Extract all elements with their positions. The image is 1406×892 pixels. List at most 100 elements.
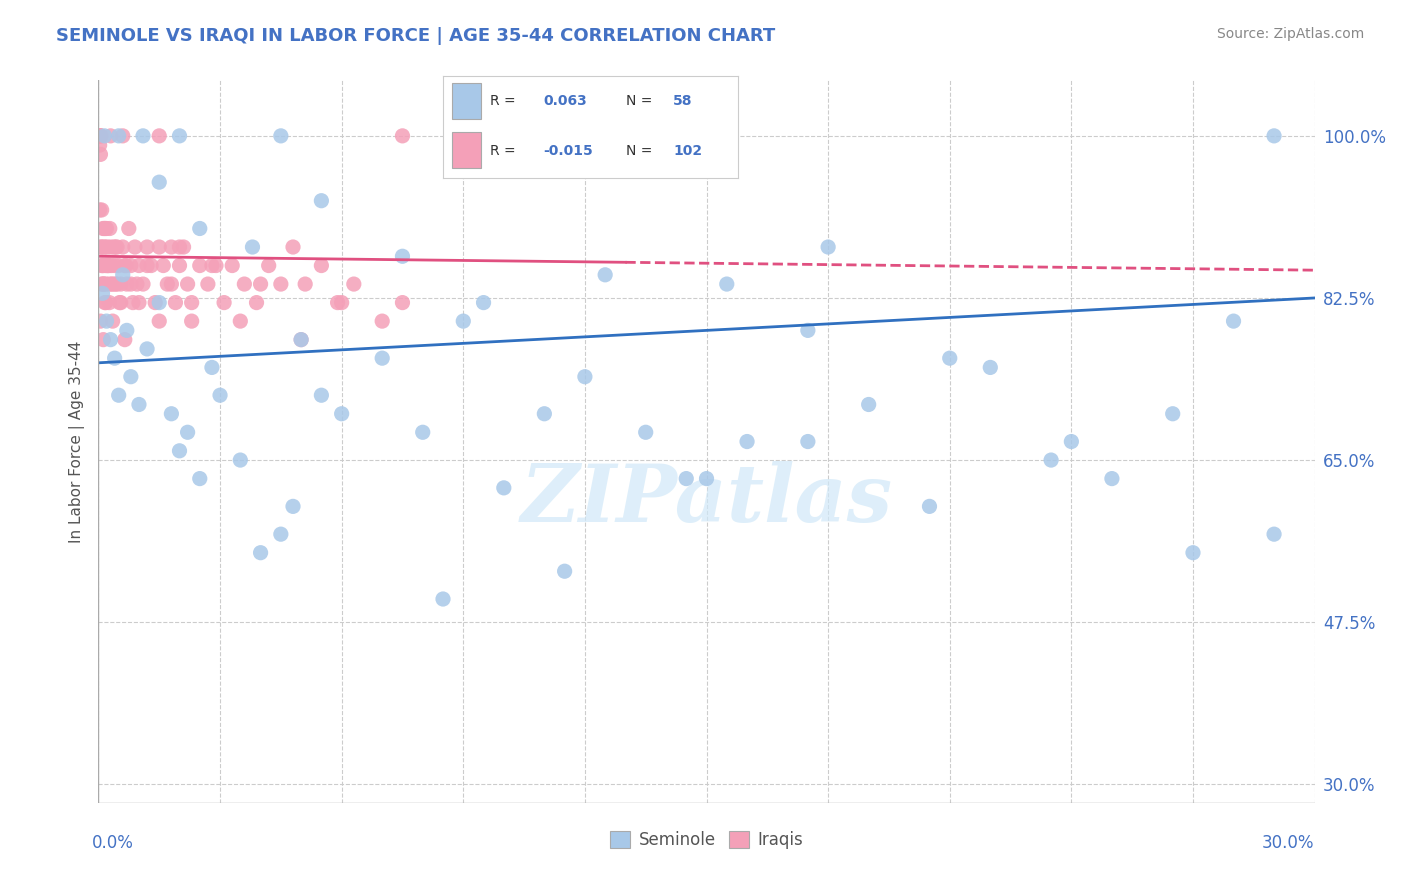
Y-axis label: In Labor Force | Age 35-44: In Labor Force | Age 35-44 [69, 341, 84, 542]
Point [533, 407, 555, 421]
Point [245, 295, 267, 310]
Point [797, 434, 820, 449]
Point [91, 259, 114, 273]
Point [91, 221, 114, 235]
Point [257, 259, 280, 273]
Point [371, 351, 394, 366]
Point [97, 259, 120, 273]
Point [110, 295, 132, 310]
Point [574, 369, 596, 384]
Point [100, 259, 122, 273]
Point [221, 259, 243, 273]
Point [98, 221, 121, 235]
Text: R =: R = [491, 144, 516, 158]
Point [1060, 434, 1083, 449]
Text: 30.0%: 30.0% [1263, 834, 1315, 852]
Legend: Seminole, Iraqis: Seminole, Iraqis [603, 824, 810, 856]
Point [90, 202, 112, 217]
Point [270, 277, 292, 291]
Point [160, 240, 183, 254]
Point [160, 407, 183, 421]
Bar [451, 132, 481, 168]
Point [169, 443, 191, 458]
Text: SEMINOLE VS IRAQI IN LABOR FORCE | AGE 35-44 CORRELATION CHART: SEMINOLE VS IRAQI IN LABOR FORCE | AGE 3… [56, 27, 776, 45]
Point [94, 295, 117, 310]
Point [939, 351, 962, 366]
Point [554, 564, 576, 578]
Point [91, 259, 114, 273]
Point [270, 527, 292, 541]
Point [152, 259, 174, 273]
Point [311, 388, 333, 402]
Point [136, 240, 159, 254]
Point [93, 240, 115, 254]
Point [100, 128, 122, 143]
Point [696, 472, 718, 486]
Point [249, 277, 271, 291]
Point [139, 259, 162, 273]
Point [148, 240, 170, 254]
Point [634, 425, 657, 440]
Point [107, 388, 129, 402]
Point [180, 314, 202, 328]
Point [412, 425, 434, 440]
Point [148, 295, 170, 310]
Point [104, 351, 127, 366]
Point [104, 277, 127, 291]
Point [201, 360, 224, 375]
Point [96, 259, 118, 273]
Text: ZIPatlas: ZIPatlas [520, 460, 893, 538]
Point [311, 194, 333, 208]
Point [101, 277, 124, 291]
Point [391, 128, 413, 143]
Point [101, 314, 124, 328]
Point [118, 221, 141, 235]
Point [93, 221, 115, 235]
Point [229, 453, 252, 467]
Point [188, 259, 211, 273]
Point [93, 128, 115, 143]
Point [136, 259, 159, 273]
Point [492, 481, 515, 495]
Point [143, 295, 166, 310]
Point [128, 397, 150, 411]
Point [122, 295, 145, 310]
Point [90, 240, 112, 254]
Point [176, 277, 198, 291]
Point [90, 128, 112, 143]
Point [94, 295, 117, 310]
Point [169, 240, 191, 254]
Point [93, 277, 115, 291]
Point [979, 360, 1001, 375]
Point [115, 323, 138, 337]
Point [209, 388, 232, 402]
Point [330, 295, 353, 310]
Point [1263, 527, 1285, 541]
Point [160, 277, 183, 291]
Point [103, 240, 125, 254]
Point [114, 259, 136, 273]
Point [91, 286, 114, 301]
Point [294, 277, 316, 291]
Point [229, 314, 252, 328]
Text: R =: R = [491, 95, 516, 109]
Point [101, 277, 124, 291]
Point [281, 240, 304, 254]
Text: -0.015: -0.015 [543, 144, 593, 158]
Point [107, 128, 129, 143]
Point [96, 314, 118, 328]
Point [391, 249, 413, 263]
Text: 0.063: 0.063 [543, 95, 588, 109]
Point [391, 295, 413, 310]
Point [96, 221, 118, 235]
Text: Source: ZipAtlas.com: Source: ZipAtlas.com [1216, 27, 1364, 41]
Point [249, 546, 271, 560]
Point [716, 277, 738, 291]
Point [100, 240, 122, 254]
Point [735, 434, 758, 449]
Point [156, 277, 179, 291]
Point [176, 425, 198, 440]
Point [107, 259, 129, 273]
Point [197, 277, 219, 291]
Point [165, 295, 187, 310]
